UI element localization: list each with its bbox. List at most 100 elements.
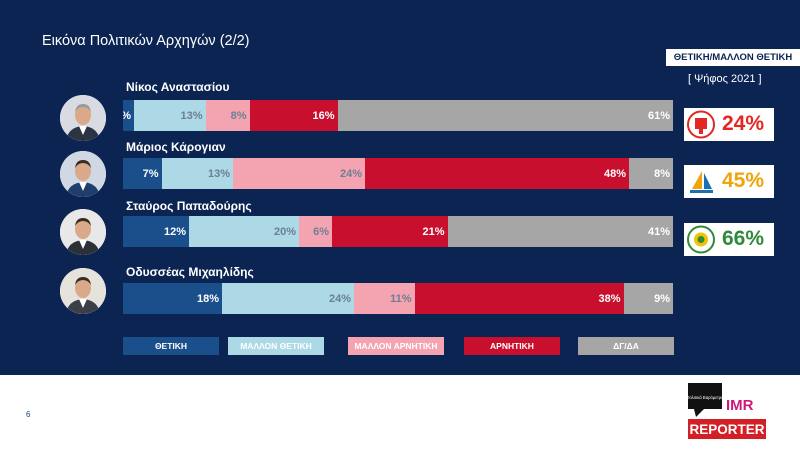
page-number: 6 <box>26 410 31 419</box>
stacked-bar: 2% 13% 8% 16% 61% <box>123 100 673 131</box>
bar-value-label: 7% <box>142 167 159 180</box>
party-result-box: 66% <box>684 223 774 256</box>
avatar-face <box>75 161 91 181</box>
bar-segment: 48% <box>365 158 629 189</box>
brand-speech-bubble <box>688 383 722 409</box>
bar-segment: 21% <box>332 216 448 247</box>
diko-logo-icon <box>687 225 715 254</box>
akel-logo-sail <box>692 171 702 189</box>
stacked-bar: 12% 20% 6% 21% 41% <box>123 216 673 247</box>
avatar-image <box>60 151 106 197</box>
bar-segment: 6% <box>299 216 332 247</box>
brand-logo: Πολιτικά Βαρόμετρα IMR REPORTER <box>686 383 766 439</box>
leader-name: Μάριος Κάρογιαν <box>126 140 226 154</box>
bar-segment: 7% <box>123 158 162 189</box>
bar-value-label: 21% <box>422 225 445 238</box>
avatar <box>60 151 106 197</box>
bar-value-label: 24% <box>328 292 351 305</box>
akel-logo-sail-2 <box>704 173 712 189</box>
bar-segment: 61% <box>337 100 673 131</box>
bar-value-label: 20% <box>273 225 296 238</box>
brand-speech-tail <box>694 409 704 417</box>
bar-value-label: 11% <box>390 292 412 305</box>
brand-top-text: Πολιτικά Βαρόμετρα <box>686 395 724 400</box>
disy-logo-base <box>699 129 703 134</box>
diko-logo-core <box>697 236 705 243</box>
brand-reporter-box <box>688 419 766 439</box>
bar-value-label: 41% <box>647 225 670 238</box>
bar-segment: 11% <box>354 283 415 314</box>
bar-segment: 12% <box>123 216 189 247</box>
bar-segment: 13% <box>134 100 206 131</box>
avatar <box>60 268 106 314</box>
bar-value-label: 18% <box>196 292 219 305</box>
avatar-face <box>75 105 91 125</box>
avatar-shirt <box>79 240 87 249</box>
brand-imr-text: IMR <box>726 397 754 414</box>
avatar-face <box>75 278 91 298</box>
avatar <box>60 209 106 255</box>
avatar-shirt <box>79 126 87 135</box>
bar-value-label: 16% <box>312 109 335 122</box>
bar-segment: 2% <box>123 100 134 131</box>
legend-item: ΑΡΝΗΤΙΚΗ <box>464 337 560 355</box>
bar-value-label: 2% <box>123 110 131 122</box>
bar-value-label: 6% <box>313 225 329 238</box>
legend-item: ΘΕΤΙΚΗ <box>123 337 219 355</box>
disy-logo-torch <box>695 118 707 129</box>
bar-value-label: 8% <box>654 167 670 180</box>
bar-segment: 8% <box>629 158 673 189</box>
bar-value-label: 13% <box>180 109 203 122</box>
bar-segment: 20% <box>189 216 299 247</box>
party-percentage: 45% <box>722 169 765 192</box>
bar-segment: 18% <box>123 283 222 314</box>
bar-value-label: 12% <box>163 225 186 238</box>
bar-segment: 9% <box>623 283 673 314</box>
avatar-shirt <box>79 182 87 191</box>
bar-value-label: 61% <box>647 109 670 122</box>
bar-value-label: 24% <box>339 167 362 180</box>
avatar-shirt <box>79 299 87 308</box>
stacked-bar: 18% 24% 11% 38% 9% <box>123 283 673 314</box>
party-result-box: 24% <box>684 108 774 141</box>
vote-2021-label: [ Ψήφος 2021 ] <box>688 73 762 85</box>
bar-segment: 24% <box>222 283 354 314</box>
party-percentage: 66% <box>722 227 765 250</box>
leader-name: Οδυσσέας Μιχαηλίδης <box>126 265 254 279</box>
brand-reporter-text: REPORTER <box>689 422 764 437</box>
bar-segment: 16% <box>249 100 338 131</box>
bar-value-label: 8% <box>230 109 247 122</box>
leader-name: Νίκος Αναστασίου <box>126 80 230 94</box>
bar-segment: 8% <box>205 100 250 131</box>
party-percentage: 24% <box>722 112 765 135</box>
avatar-hair <box>75 160 91 168</box>
stacked-bar: 7% 13% 24% 48% 8% <box>123 158 673 189</box>
disy-logo-icon <box>687 110 715 139</box>
legend-item: ΜΑΛΛΟΝ ΘΕΤΙΚΗ <box>228 337 324 355</box>
avatar-face <box>75 219 91 239</box>
party-result-box: 45% <box>684 165 774 198</box>
avatar-hair <box>75 277 91 285</box>
legend-item: ΔΓ/ΔΑ <box>578 337 674 355</box>
avatar-image <box>60 95 106 141</box>
avatar-image <box>60 209 106 255</box>
akel-logo-icon <box>686 167 716 196</box>
bar-value-label: 13% <box>207 167 230 180</box>
leader-name: Σταύρος Παπαδούρης <box>126 199 252 213</box>
avatar <box>60 95 106 141</box>
avatar-hair <box>75 218 91 226</box>
avatar-image <box>60 268 106 314</box>
bar-segment: 41% <box>447 216 673 247</box>
bar-segment: 13% <box>161 158 233 189</box>
bar-segment: 38% <box>414 283 624 314</box>
slide: Εικόνα Πολιτικών Αρχηγών (2/2) ΘΕΤΙΚΗ/ΜΑ… <box>0 0 800 375</box>
bar-segment: 24% <box>233 158 365 189</box>
bar-value-label: 9% <box>654 292 670 305</box>
akel-logo-hull <box>690 190 713 193</box>
positive-badge: ΘΕΤΙΚΗ/ΜΑΛΛΟΝ ΘΕΤΙΚΗ <box>666 49 800 66</box>
bar-value-label: 48% <box>603 167 626 180</box>
legend-item: ΜΑΛΛΟΝ ΑΡΝΗΤΙΚΗ <box>348 337 444 355</box>
bar-value-label: 38% <box>598 292 621 305</box>
slide-title: Εικόνα Πολιτικών Αρχηγών (2/2) <box>42 33 250 49</box>
avatar-hair <box>75 104 91 112</box>
